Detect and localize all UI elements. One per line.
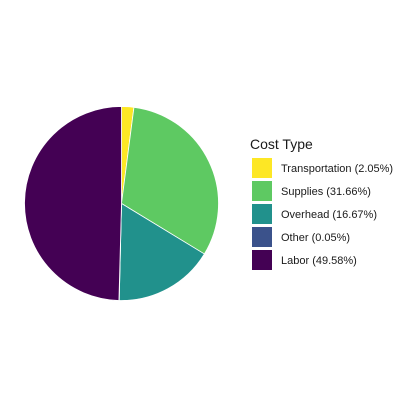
pie-slice-overhead — [118, 202, 205, 301]
legend-item-supplies: Supplies (31.66%) — [252, 181, 371, 201]
legend-item-transportation: Transportation (2.05%) — [252, 158, 393, 178]
pie-slices — [24, 106, 219, 301]
legend-label-supplies: Supplies (31.66%) — [281, 186, 371, 198]
legend-title: Cost Type — [250, 136, 313, 152]
legend-label-other: Other (0.05%) — [281, 232, 350, 244]
legend: Cost Type Transportation (2.05%) Supplies… — [250, 136, 393, 270]
legend-swatch-labor — [252, 250, 272, 270]
pie-slice-labor — [24, 106, 122, 301]
legend-swatch-transportation — [252, 158, 272, 178]
pie-slice-supplies — [121, 106, 219, 255]
legend-item-overhead: Overhead (16.67%) — [252, 204, 377, 224]
legend-swatch-supplies — [252, 181, 272, 201]
legend-label-transportation: Transportation (2.05%) — [281, 163, 393, 175]
legend-swatch-other — [252, 227, 272, 247]
legend-label-overhead: Overhead (16.67%) — [281, 209, 377, 221]
legend-item-other: Other (0.05%) — [252, 227, 350, 247]
legend-swatch-overhead — [252, 204, 272, 224]
legend-label-labor: Labor (49.58%) — [281, 255, 357, 267]
legend-items: Transportation (2.05%) Supplies (31.66%) O… — [252, 158, 393, 270]
legend-item-labor: Labor (49.58%) — [252, 250, 357, 270]
